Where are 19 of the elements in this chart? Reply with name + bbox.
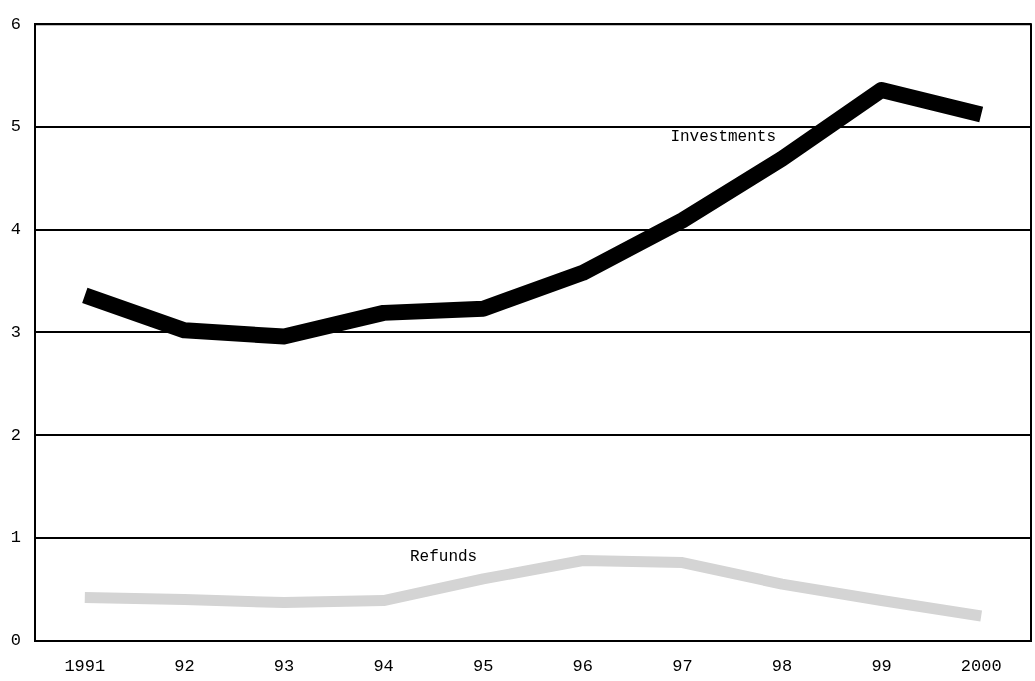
y-tick-label: 4 [10, 220, 21, 240]
x-tick-label: 99 [871, 657, 892, 677]
y-tick-label: 1 [10, 528, 21, 548]
x-tick-label: 92 [174, 657, 195, 677]
y-tick-label: 0 [10, 631, 21, 651]
y-tick-label: 5 [10, 117, 21, 137]
series-label: Refunds [409, 548, 478, 567]
series-label: Investments [670, 128, 776, 147]
x-tick-label: 96 [572, 657, 593, 677]
x-tick-label: 1991 [64, 657, 106, 677]
x-tick-label: 97 [672, 657, 693, 677]
x-tick-label: 98 [771, 657, 793, 677]
y-tick-label: 6 [10, 14, 21, 34]
x-tick-label: 94 [373, 657, 394, 677]
y-tick-label: 2 [10, 425, 21, 445]
y-tick-label: 3 [10, 322, 21, 342]
x-tick-label: 2000 [960, 657, 1002, 677]
x-tick-label: 95 [473, 657, 494, 677]
x-tick-label: 93 [273, 657, 295, 677]
